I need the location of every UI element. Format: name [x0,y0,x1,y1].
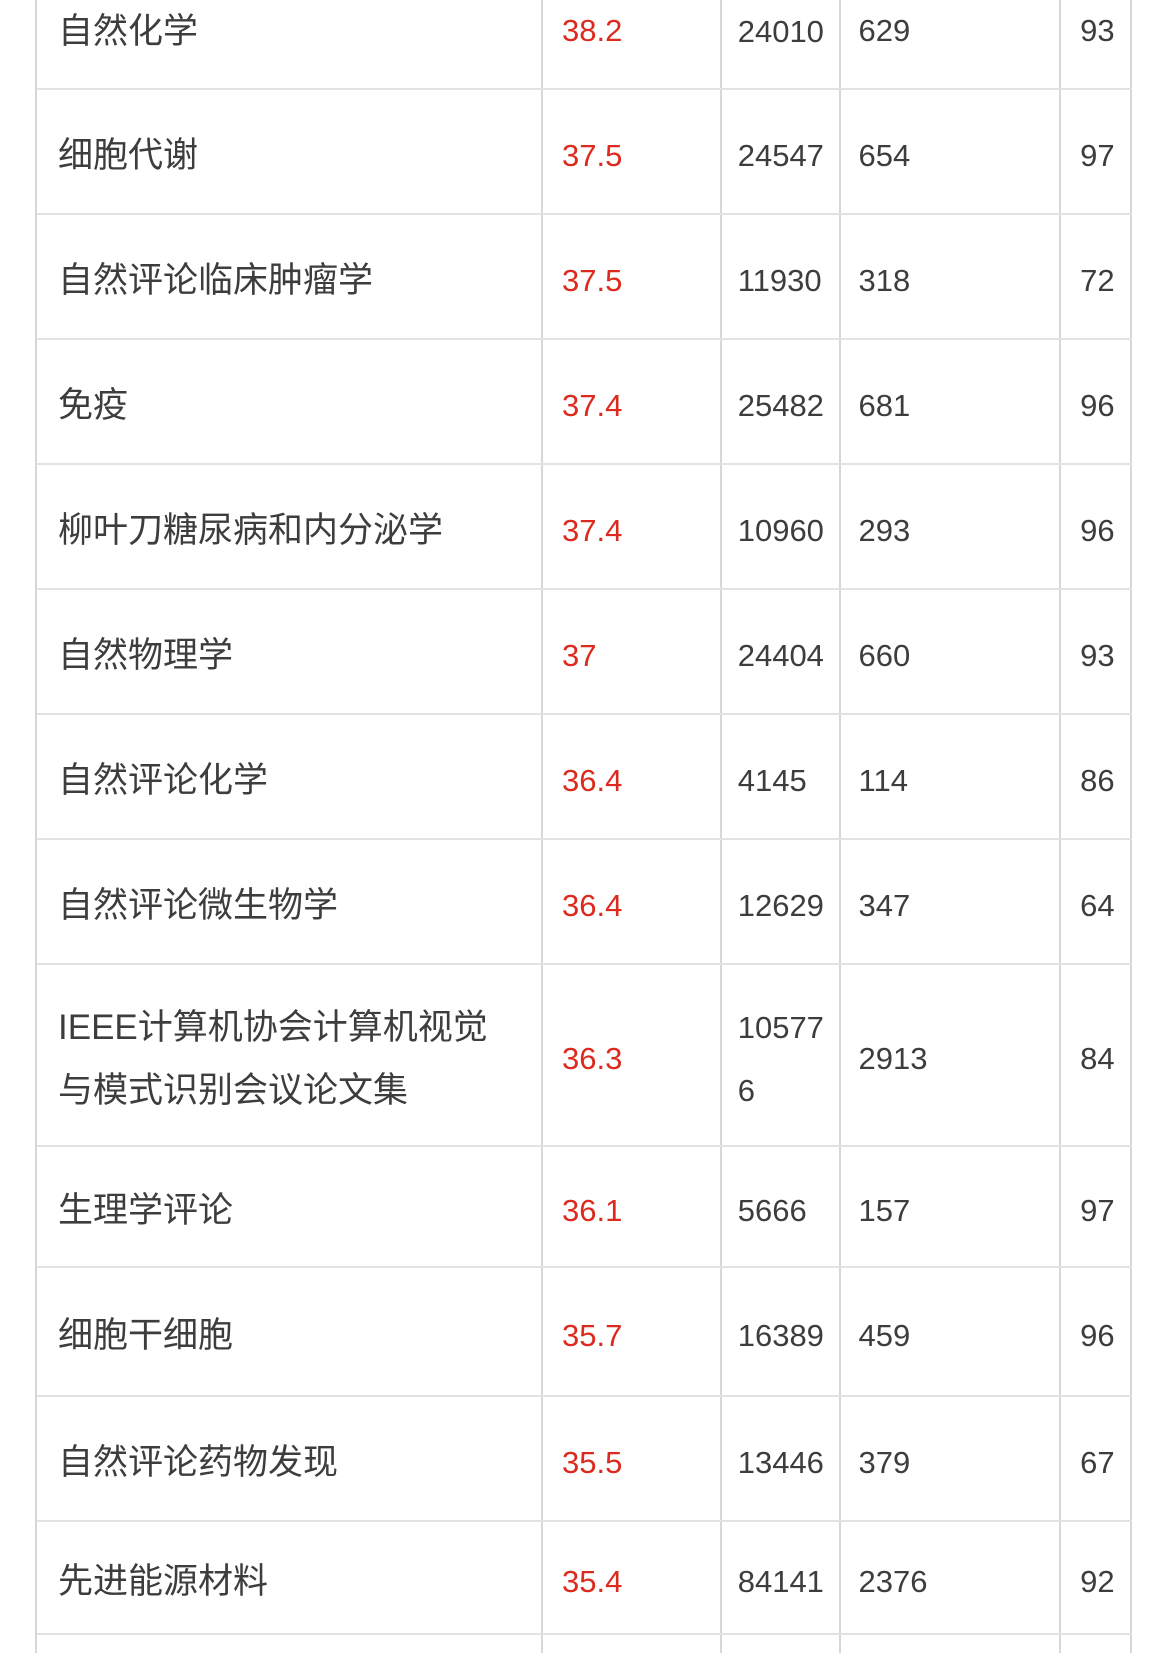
percentile-cell: 96 [1061,340,1132,463]
total-citations-cell: 105776 [722,965,841,1145]
table-row [37,1635,1132,1653]
percentile-cell: 97 [1061,90,1132,213]
journal-name-cell: 自然评论化学 [37,715,544,838]
journal-name-cell: 自然化学 [37,0,544,88]
percentile-cell: 96 [1061,465,1132,588]
total-citations-cell: 5666 [722,1147,841,1266]
journal-name-cell: 细胞代谢 [37,90,544,213]
journal-name-cell: 先进能源材料 [37,1522,544,1633]
journal-name-cell: 自然评论药物发现 [37,1397,544,1520]
percentile-cell: 97 [1061,1147,1132,1266]
percentile-cell: 72 [1061,215,1132,338]
impact-factor-cell: 36.3 [543,965,722,1145]
journal-name-cell [37,1635,544,1653]
percentile-cell: 64 [1061,840,1132,963]
impact-factor-cell: 37.4 [543,340,722,463]
article-count-cell: 318 [841,215,1062,338]
impact-factor-cell: 35.5 [543,1397,722,1520]
article-count-cell: 629 [841,0,1062,88]
article-count-cell: 2913 [841,965,1062,1145]
article-count-cell: 681 [841,340,1062,463]
journal-name-cell: IEEE计算机协会计算机视觉与模式识别会议论文集 [37,965,544,1145]
total-citations-cell: 10960 [722,465,841,588]
journal-name-cell: 细胞干细胞 [37,1268,544,1395]
table-row: IEEE计算机协会计算机视觉与模式识别会议论文集 36.3 105776 291… [37,965,1132,1147]
article-count-cell: 459 [841,1268,1062,1395]
table-row: 免疫 37.4 25482 681 96 [37,340,1132,465]
article-count-cell: 654 [841,90,1062,213]
article-count-cell: 660 [841,590,1062,713]
article-count-cell: 347 [841,840,1062,963]
table-row: 自然物理学 37 24404 660 93 [37,590,1132,715]
impact-factor-cell: 37.5 [543,215,722,338]
table-row: 自然评论化学 36.4 4145 114 86 [37,715,1132,840]
impact-factor-cell: 37.5 [543,90,722,213]
table-row: 自然评论药物发现 35.5 13446 379 67 [37,1397,1132,1522]
table-row: 先进能源材料 35.4 84141 2376 92 [37,1522,1132,1635]
table-row: 细胞干细胞 35.7 16389 459 96 [37,1268,1132,1397]
impact-factor-cell: 35.7 [543,1268,722,1395]
impact-factor-cell [543,1635,722,1653]
impact-factor-cell: 37.4 [543,465,722,588]
total-citations-cell [722,1635,841,1653]
impact-factor-cell: 37 [543,590,722,713]
total-citations-cell: 24010 [722,0,841,88]
total-citations-cell: 84141 [722,1522,841,1633]
article-count-cell: 379 [841,1397,1062,1520]
impact-factor-cell: 36.4 [543,715,722,838]
impact-factor-cell: 38.2 [543,0,722,88]
percentile-cell: 84 [1061,965,1132,1145]
article-count-cell [841,1635,1062,1653]
table-row: 自然评论微生物学 36.4 12629 347 64 [37,840,1132,965]
table-row: 柳叶刀糖尿病和内分泌学 37.4 10960 293 96 [37,465,1132,590]
journal-name-cell: 自然评论临床肿瘤学 [37,215,544,338]
total-citations-cell: 13446 [722,1397,841,1520]
percentile-cell: 92 [1061,1522,1132,1633]
percentile-cell: 93 [1061,0,1132,88]
total-citations-cell: 4145 [722,715,841,838]
total-citations-cell: 24547 [722,90,841,213]
table-row: 细胞代谢 37.5 24547 654 97 [37,90,1132,215]
percentile-cell [1061,1635,1132,1653]
total-citations-cell: 25482 [722,340,841,463]
total-citations-cell: 11930 [722,215,841,338]
table-row: 自然评论临床肿瘤学 37.5 11930 318 72 [37,215,1132,340]
table-row: 自然化学 38.2 24010 629 93 [37,0,1132,90]
table-row: 生理学评论 36.1 5666 157 97 [37,1147,1132,1268]
percentile-cell: 86 [1061,715,1132,838]
journal-name-cell: 自然评论微生物学 [37,840,544,963]
impact-factor-cell: 36.4 [543,840,722,963]
percentile-cell: 96 [1061,1268,1132,1395]
total-citations-cell: 24404 [722,590,841,713]
impact-factor-table: 自然化学 38.2 24010 629 93 细胞代谢 37.5 24547 6… [35,0,1132,1653]
journal-name-cell: 柳叶刀糖尿病和内分泌学 [37,465,544,588]
journal-name-cell: 免疫 [37,340,544,463]
journal-name-cell: 生理学评论 [37,1147,544,1266]
journal-name-cell: 自然物理学 [37,590,544,713]
article-count-cell: 293 [841,465,1062,588]
total-citations-cell: 12629 [722,840,841,963]
article-count-cell: 157 [841,1147,1062,1266]
article-count-cell: 114 [841,715,1062,838]
article-count-cell: 2376 [841,1522,1062,1633]
percentile-cell: 93 [1061,590,1132,713]
impact-factor-cell: 35.4 [543,1522,722,1633]
impact-factor-cell: 36.1 [543,1147,722,1266]
percentile-cell: 67 [1061,1397,1132,1520]
total-citations-cell: 16389 [722,1268,841,1395]
